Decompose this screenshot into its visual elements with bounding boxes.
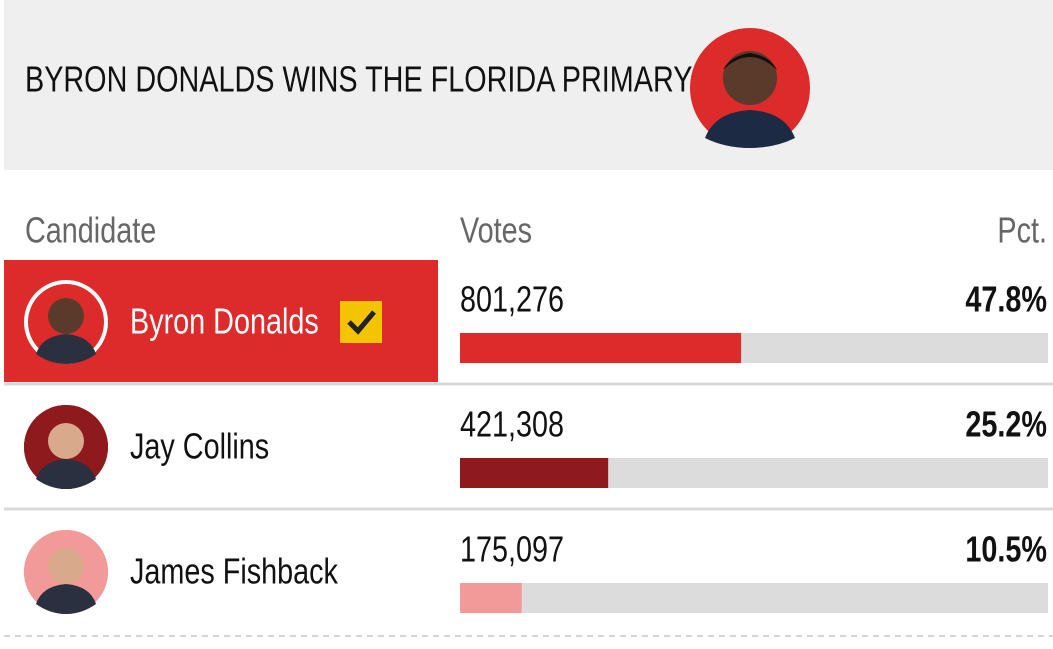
avatar-body xyxy=(36,334,96,364)
avatar-body xyxy=(36,459,96,489)
vote-bar xyxy=(460,583,522,613)
column-header: Votes xyxy=(460,209,532,250)
column-header: Pct. xyxy=(997,209,1047,250)
vote-percent: 10.5% xyxy=(965,528,1047,569)
avatar-head xyxy=(48,298,84,334)
avatar-body xyxy=(36,584,96,614)
avatar-head xyxy=(48,548,84,584)
winner-check-box xyxy=(340,301,382,343)
title: BYRON DONALDS WINS THE FLORIDA PRIMARY xyxy=(25,58,693,99)
vote-bar xyxy=(460,333,742,363)
bar-track xyxy=(460,583,1048,613)
vote-count: 175,097 xyxy=(460,528,564,569)
candidate-name: James Fishback xyxy=(130,550,339,591)
column-header: Candidate xyxy=(25,209,156,250)
vote-percent: 47.8% xyxy=(965,278,1047,319)
winner-check xyxy=(347,310,376,335)
header-band xyxy=(4,0,1053,170)
vote-percent: 25.2% xyxy=(965,403,1047,444)
candidate-avatar xyxy=(24,405,108,489)
candidate-avatar xyxy=(24,530,108,614)
vote-bar xyxy=(460,458,609,488)
header-avatar xyxy=(690,28,810,148)
candidate-avatar xyxy=(24,280,108,364)
candidate-name: Jay Collins xyxy=(130,425,269,466)
avatar-head xyxy=(48,423,84,459)
vote-count: 421,308 xyxy=(460,403,564,444)
vote-count: 801,276 xyxy=(460,278,564,319)
candidate-name: Byron Donalds xyxy=(130,300,319,341)
